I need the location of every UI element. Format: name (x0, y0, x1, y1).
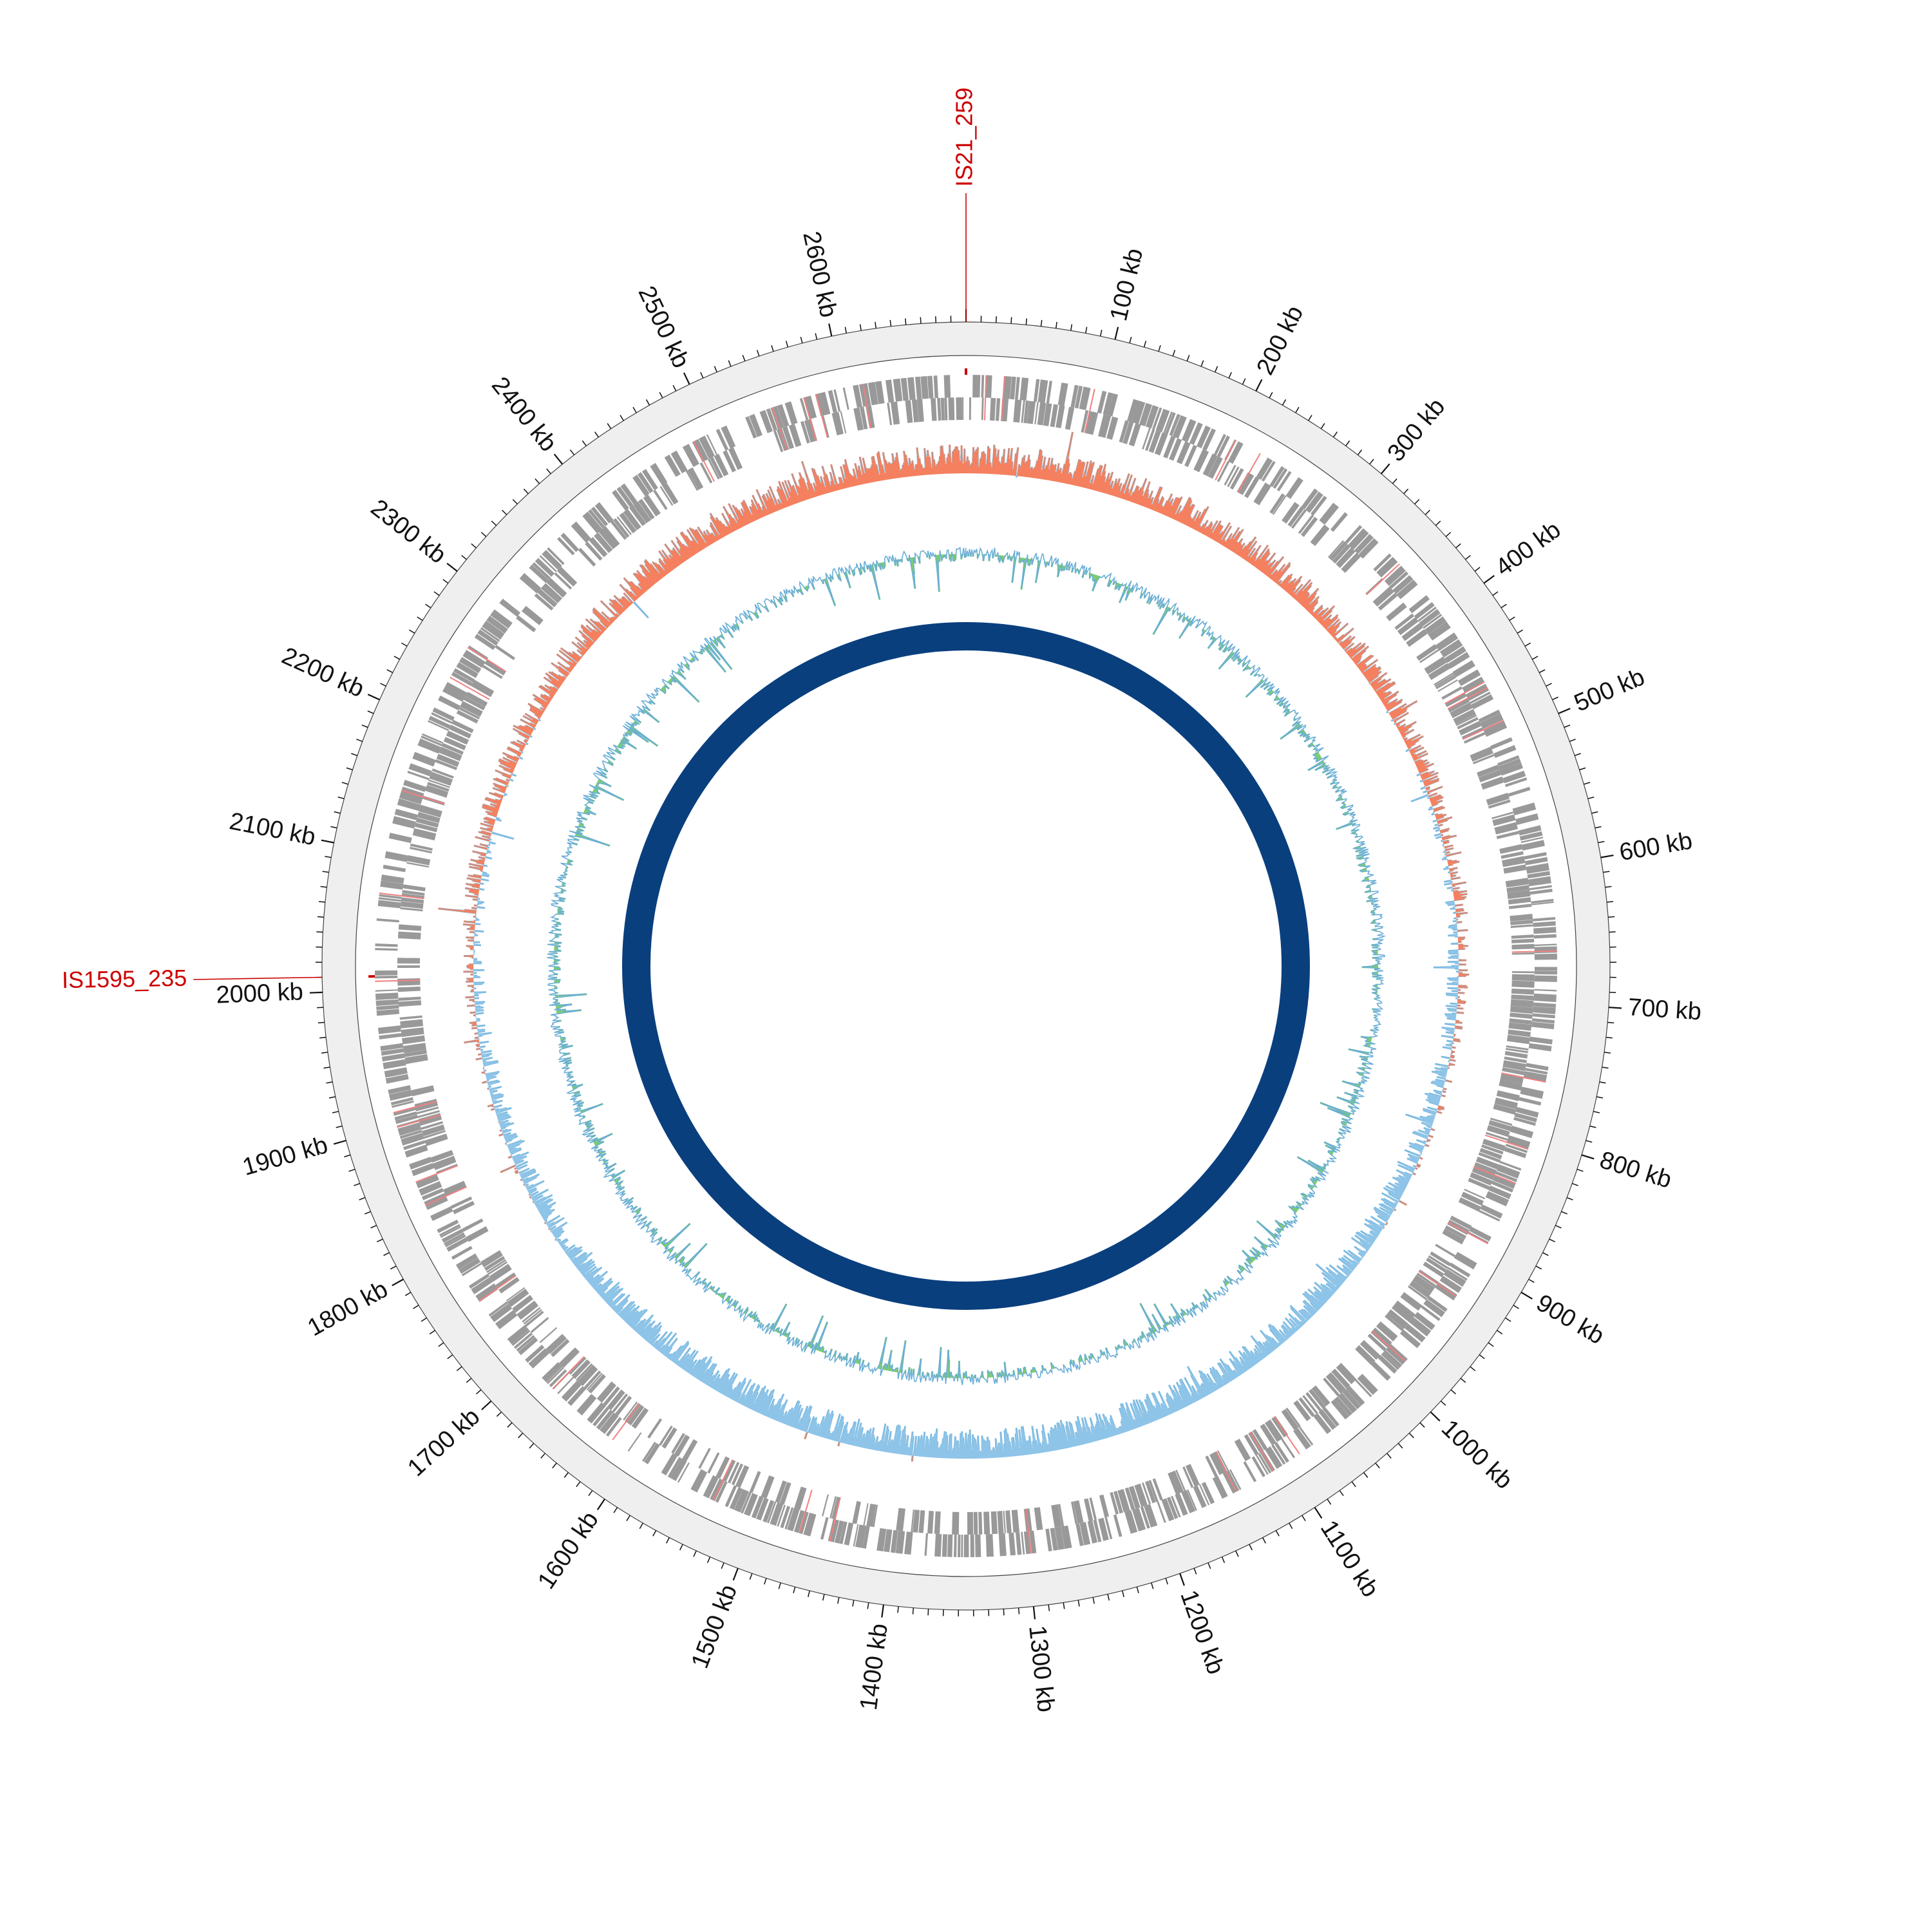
tick-label: 1700 kb (402, 1403, 485, 1482)
tick-label: 1800 kb (303, 1276, 393, 1341)
tick-label: 2200 kb (278, 642, 368, 703)
is-leader-line (193, 976, 323, 980)
gc-skew-line (438, 431, 1470, 1462)
ideogram-band (322, 322, 1610, 1610)
gc-content-line (547, 546, 1387, 1385)
is-label: IS1595_235 (62, 965, 187, 993)
tick-label: 1200 kb (1175, 1587, 1229, 1678)
tick-label: 200 kb (1251, 301, 1309, 379)
ideogram-inner-edge (355, 355, 1577, 1577)
tick-label: 800 kb (1596, 1146, 1674, 1194)
gene-highlights (375, 375, 1557, 1554)
inner-ring-band (622, 622, 1310, 1310)
tick-label: 2000 kb (216, 978, 304, 1009)
tick-label: 1400 kb (855, 1622, 893, 1712)
tick-label: 1000 kb (1436, 1415, 1518, 1495)
ideogram-ring (321, 321, 1611, 1611)
tick-label: 1900 kb (240, 1132, 331, 1181)
tick-label: 2600 kb (797, 229, 842, 320)
insertion-sequence-markers: IS21_259 IS1595_235 (62, 88, 978, 993)
tick-label: 2400 kb (486, 372, 562, 457)
gc-skew-track (438, 431, 1470, 1462)
tick-label: 2500 kb (633, 282, 695, 372)
tick-label: 500 kb (1570, 663, 1648, 717)
tick-label: 1100 kb (1315, 1515, 1384, 1602)
is-label: IS21_259 (951, 88, 978, 187)
tick-label: 900 kb (1531, 1289, 1609, 1350)
minor-ticks (315, 316, 1617, 1616)
tick-label: 400 kb (1491, 516, 1566, 582)
tick-label: 1300 kb (1023, 1624, 1059, 1714)
tick-label: 100 kb (1105, 246, 1148, 324)
tick-label: 1600 kb (533, 1507, 604, 1595)
tick-label: 300 kb (1383, 393, 1451, 467)
tick-label: 1500 kb (687, 1581, 743, 1672)
position-ticks (309, 309, 1622, 1620)
tick-label: 700 kb (1627, 994, 1703, 1025)
tick-label: 2100 kb (227, 808, 318, 851)
tick-label: 600 kb (1617, 828, 1694, 867)
major-ticks (309, 309, 1622, 1620)
gene-track (375, 375, 1557, 1557)
gc-content-track (547, 546, 1387, 1385)
tick-label: 2300 kb (366, 495, 451, 569)
inner-ring (622, 622, 1310, 1310)
gene-strand-reverse (397, 397, 1535, 1535)
